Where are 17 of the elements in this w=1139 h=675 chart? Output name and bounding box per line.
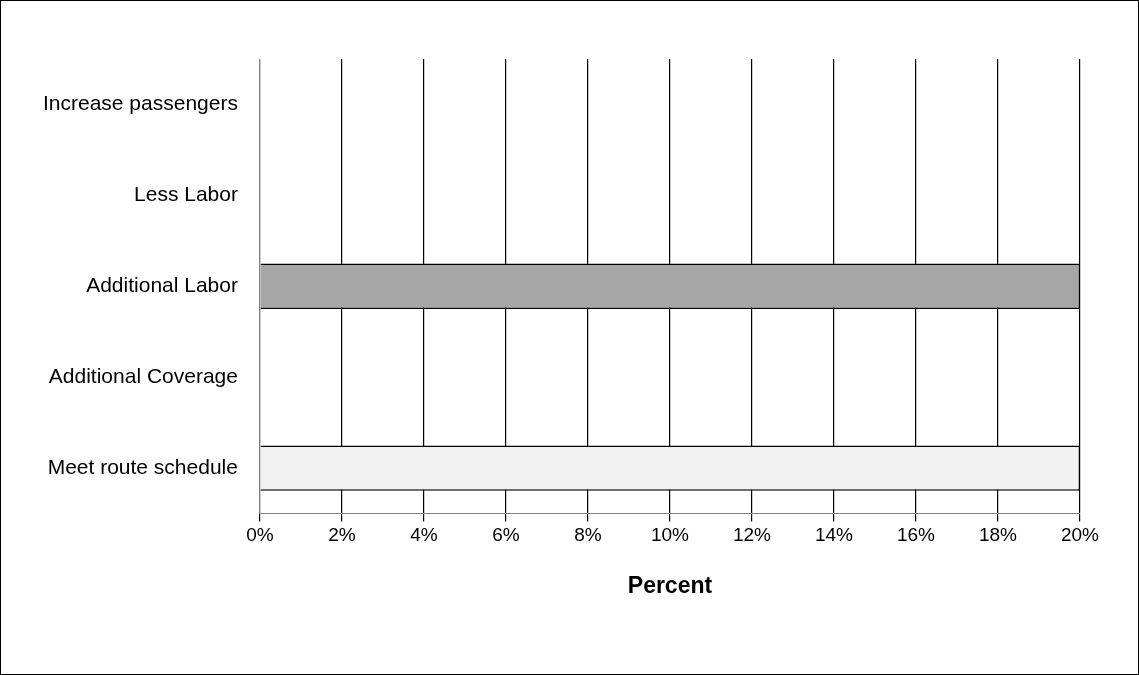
y-tick-label: Additional Coverage (48, 364, 238, 388)
y-tick-label: Less Labor (134, 182, 238, 206)
x-tick-label: 14% (814, 524, 854, 546)
x-tick-label: 6% (492, 524, 520, 546)
x-tick-label: 4% (410, 524, 438, 546)
y-tick-label: Meet route schedule (47, 454, 238, 478)
y-tick-label: Additional Labor (86, 273, 238, 297)
x-tick-label: 0% (246, 524, 274, 546)
x-tick-label: 16% (896, 524, 936, 546)
x-tick-label: 2% (328, 524, 356, 546)
x-tick-label: 10% (650, 524, 690, 546)
x-axis-title: Percent (627, 571, 713, 598)
y-tick-label: Increase passengers (42, 91, 238, 115)
x-tick-label: 18% (978, 524, 1018, 546)
x-tick-label: 12% (732, 524, 772, 546)
x-tick-label: 8% (574, 524, 602, 546)
x-tick-label: 20% (1060, 524, 1100, 546)
